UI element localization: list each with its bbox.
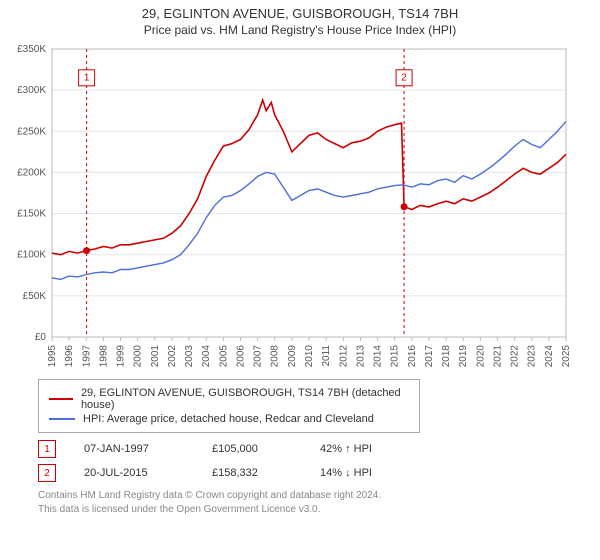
address-title: 29, EGLINTON AVENUE, GUISBOROUGH, TS14 7… bbox=[8, 6, 592, 21]
svg-text:£200K: £200K bbox=[17, 167, 46, 178]
svg-text:2020: 2020 bbox=[475, 345, 486, 368]
transaction-badge: 1 bbox=[38, 440, 56, 458]
svg-text:2019: 2019 bbox=[458, 345, 469, 368]
svg-text:2008: 2008 bbox=[270, 345, 281, 368]
svg-text:2: 2 bbox=[401, 72, 407, 83]
transaction-price: £158,332 bbox=[212, 467, 292, 479]
svg-text:£300K: £300K bbox=[17, 85, 46, 96]
svg-text:£250K: £250K bbox=[17, 126, 46, 137]
transaction-price: £105,000 bbox=[212, 443, 292, 455]
svg-text:2011: 2011 bbox=[321, 345, 332, 367]
legend-swatch bbox=[49, 418, 75, 420]
svg-text:2018: 2018 bbox=[441, 345, 452, 368]
legend-label: 29, EGLINTON AVENUE, GUISBOROUGH, TS14 7… bbox=[81, 387, 409, 411]
svg-text:2002: 2002 bbox=[167, 345, 178, 368]
svg-text:2016: 2016 bbox=[407, 345, 418, 368]
footer-line1: Contains HM Land Registry data © Crown c… bbox=[38, 489, 588, 503]
footer-attribution: Contains HM Land Registry data © Crown c… bbox=[38, 489, 588, 516]
svg-text:£150K: £150K bbox=[17, 209, 46, 220]
svg-text:2015: 2015 bbox=[390, 345, 401, 368]
legend-swatch bbox=[49, 398, 73, 400]
table-row: 2 20-JUL-2015 £158,332 14% ↓ HPI bbox=[38, 461, 588, 485]
svg-text:2001: 2001 bbox=[150, 345, 161, 368]
transaction-delta: 42% ↑ HPI bbox=[320, 443, 372, 455]
table-row: 1 07-JAN-1997 £105,000 42% ↑ HPI bbox=[38, 437, 588, 461]
svg-text:2009: 2009 bbox=[287, 345, 298, 368]
svg-text:2000: 2000 bbox=[133, 345, 144, 368]
svg-text:2023: 2023 bbox=[527, 345, 538, 368]
transaction-date: 20-JUL-2015 bbox=[84, 467, 184, 479]
line-chart: £0 £50K £100K £150K £200K £250K £300K £350K 1995… bbox=[8, 43, 578, 373]
svg-text:1996: 1996 bbox=[64, 345, 75, 368]
svg-text:2021: 2021 bbox=[492, 345, 503, 368]
svg-text:1997: 1997 bbox=[81, 345, 92, 368]
svg-text:£0: £0 bbox=[35, 332, 47, 343]
svg-text:1998: 1998 bbox=[98, 345, 109, 368]
chart-area: £0 £50K £100K £150K £200K £250K £300K £350K 1995… bbox=[8, 43, 592, 373]
footer-line2: This data is licensed under the Open Gov… bbox=[38, 503, 588, 517]
svg-text:£350K: £350K bbox=[17, 44, 46, 55]
legend-item: HPI: Average price, detached house, Redc… bbox=[49, 412, 409, 426]
legend-item: 29, EGLINTON AVENUE, GUISBOROUGH, TS14 7… bbox=[49, 386, 409, 412]
svg-text:2017: 2017 bbox=[424, 345, 435, 368]
svg-text:1999: 1999 bbox=[116, 345, 127, 368]
svg-text:2003: 2003 bbox=[184, 345, 195, 368]
legend-label: HPI: Average price, detached house, Redc… bbox=[83, 413, 374, 425]
svg-text:2006: 2006 bbox=[235, 345, 246, 368]
transaction-date: 07-JAN-1997 bbox=[84, 443, 184, 455]
transaction-delta: 14% ↓ HPI bbox=[320, 467, 372, 479]
transaction-badge: 2 bbox=[38, 464, 56, 482]
svg-text:2005: 2005 bbox=[218, 345, 229, 368]
svg-text:2004: 2004 bbox=[201, 345, 212, 368]
svg-text:£50K: £50K bbox=[23, 291, 47, 302]
svg-text:2007: 2007 bbox=[253, 345, 264, 368]
svg-text:2024: 2024 bbox=[544, 345, 555, 368]
svg-text:£100K: £100K bbox=[17, 250, 46, 261]
transaction-table: 1 07-JAN-1997 £105,000 42% ↑ HPI 2 20-JUL-201… bbox=[38, 437, 588, 485]
svg-text:2022: 2022 bbox=[510, 345, 521, 368]
legend: 29, EGLINTON AVENUE, GUISBOROUGH, TS14 7… bbox=[38, 379, 420, 433]
svg-text:2014: 2014 bbox=[373, 345, 384, 368]
svg-text:1995: 1995 bbox=[47, 345, 58, 368]
svg-text:2012: 2012 bbox=[338, 345, 349, 368]
svg-text:2013: 2013 bbox=[355, 345, 366, 368]
svg-text:1: 1 bbox=[84, 72, 90, 83]
svg-text:2025: 2025 bbox=[561, 345, 572, 368]
chart-subtitle: Price paid vs. HM Land Registry's House … bbox=[8, 23, 592, 37]
svg-text:2010: 2010 bbox=[304, 345, 315, 368]
